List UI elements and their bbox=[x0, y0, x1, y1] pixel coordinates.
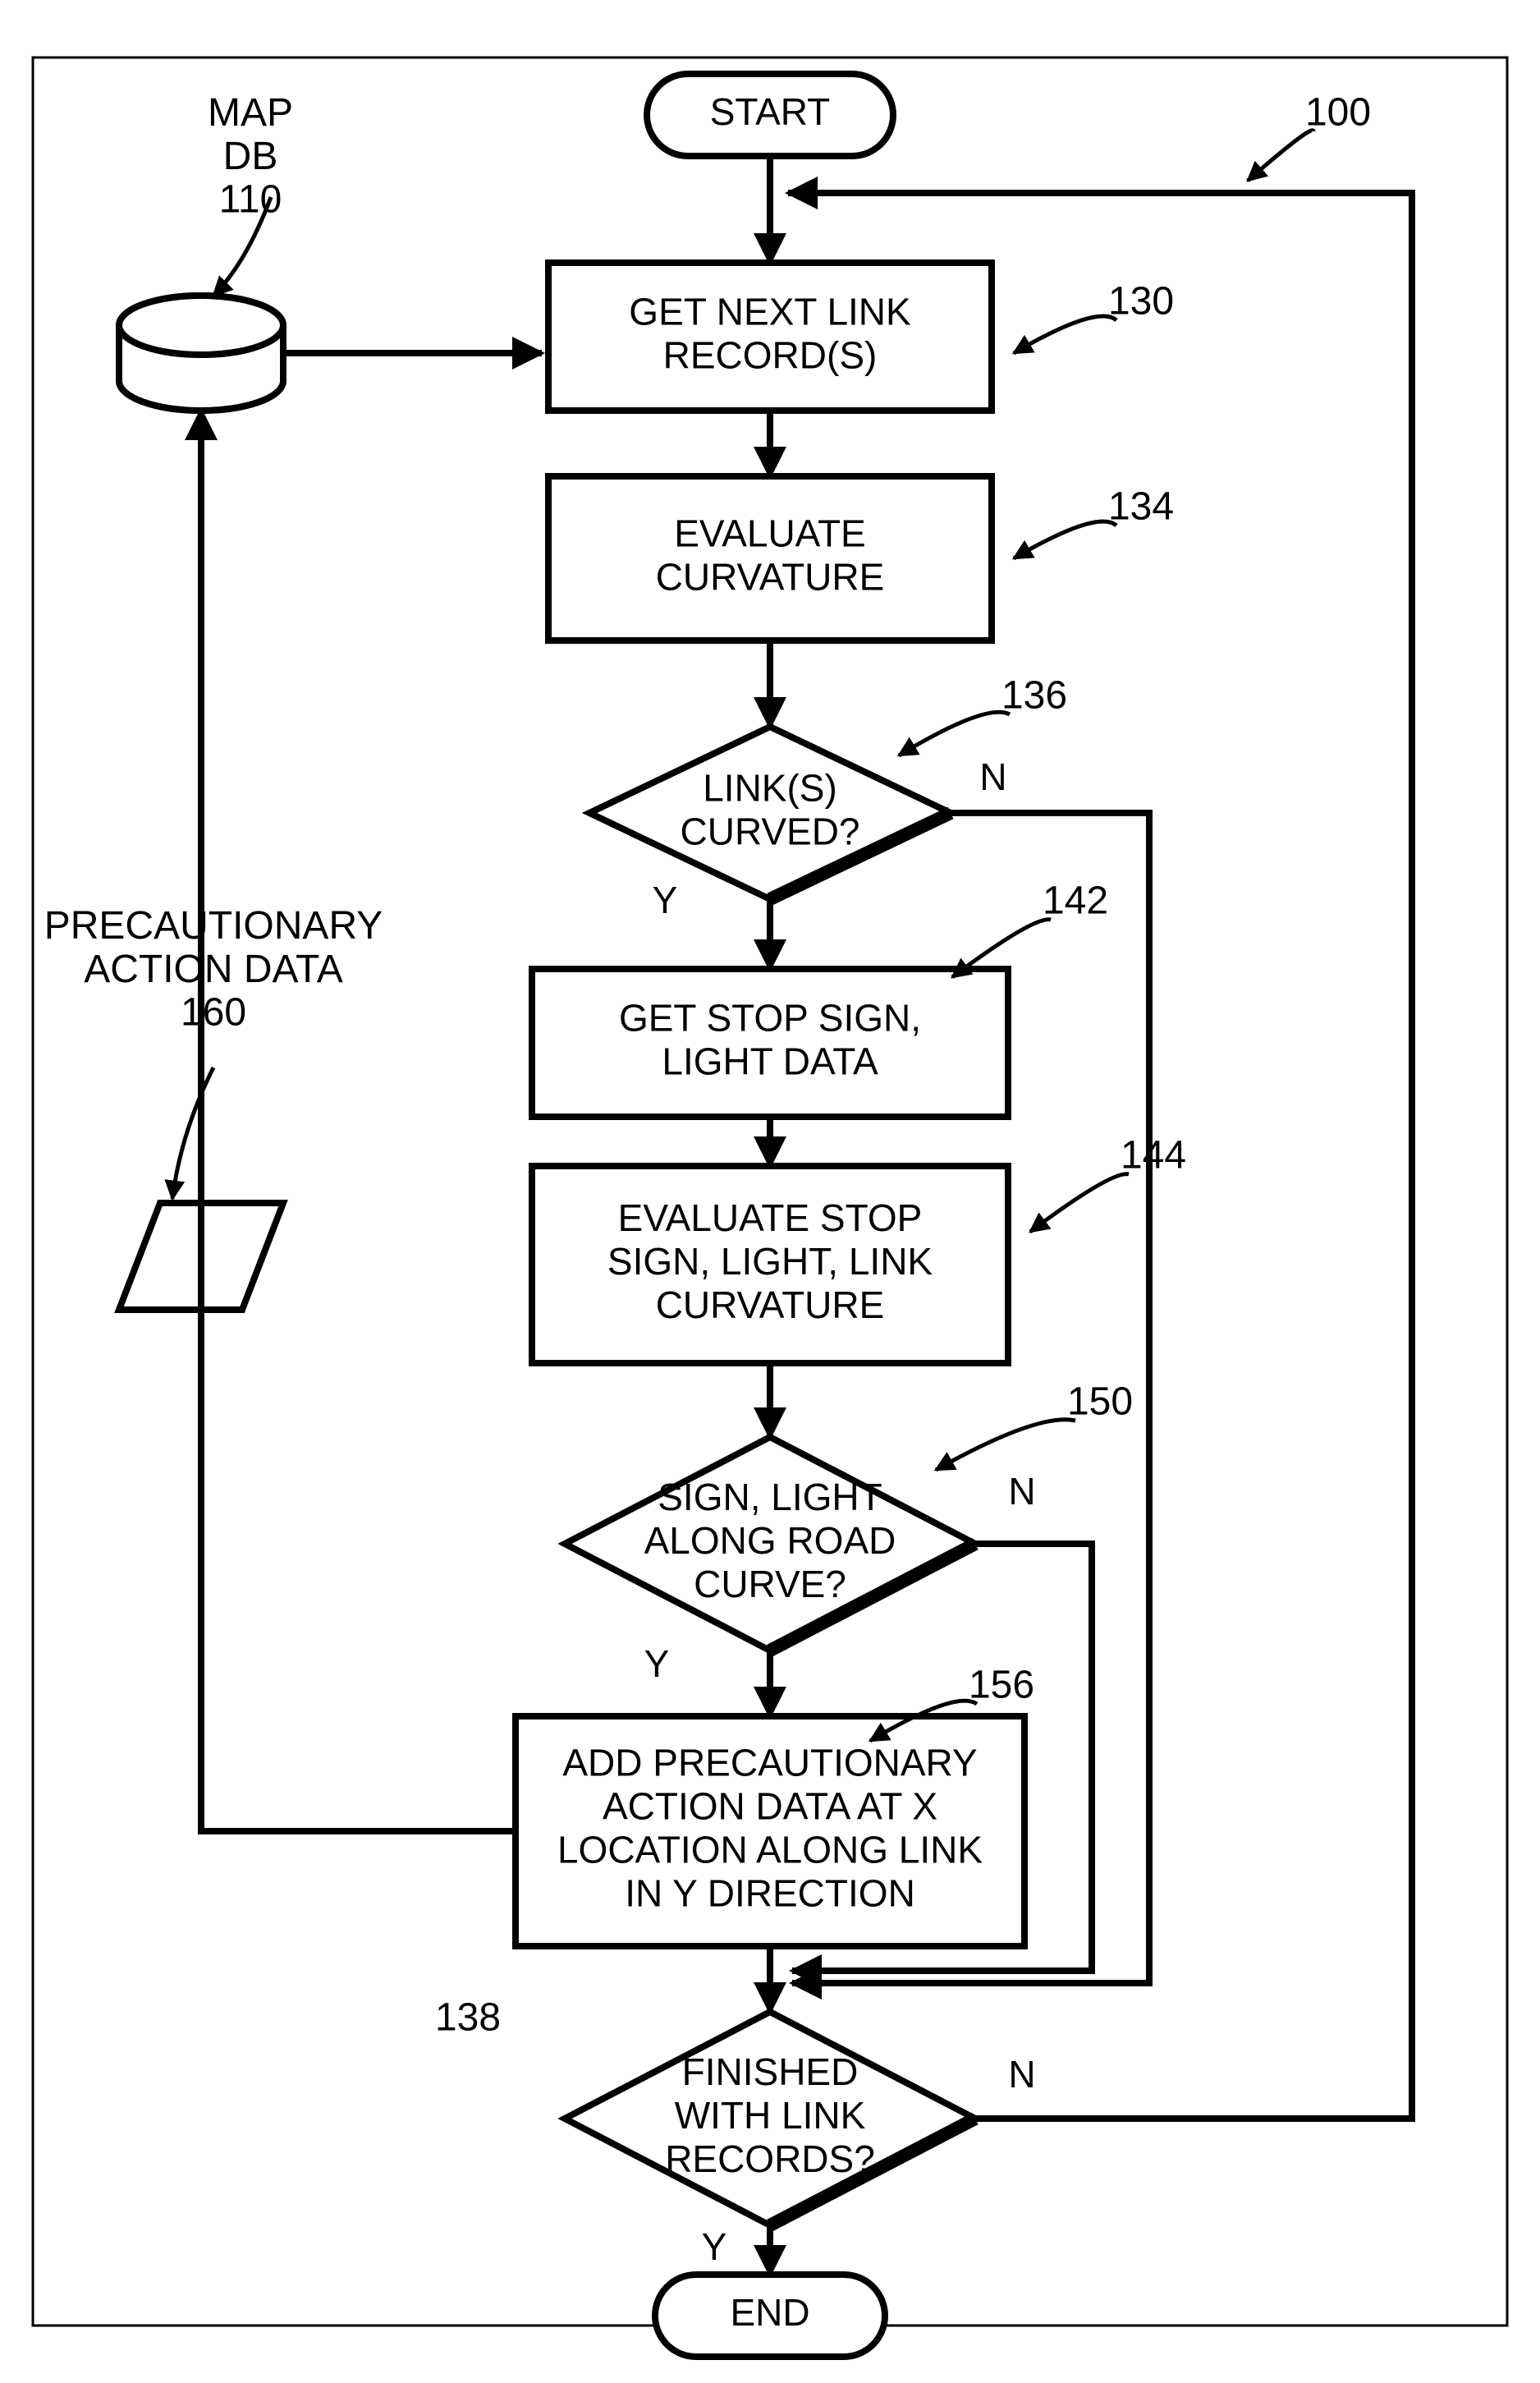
yn-3: Y bbox=[644, 1642, 670, 1685]
yn-4: N bbox=[1008, 2053, 1035, 2096]
ref-136: 136 bbox=[1001, 674, 1067, 718]
ref-144: 144 bbox=[1121, 1134, 1186, 1178]
ref-156: 156 bbox=[969, 1664, 1034, 1707]
ref-134: 134 bbox=[1108, 485, 1174, 529]
yn-0: N bbox=[979, 755, 1006, 798]
yn-1: Y bbox=[653, 879, 678, 921]
svg-text:START: START bbox=[710, 90, 831, 133]
svg-text:END: END bbox=[730, 2291, 809, 2334]
ref-138: 138 bbox=[435, 1996, 501, 2040]
svg-text:LINK(S)CURVED?: LINK(S)CURVED? bbox=[681, 767, 860, 853]
svg-text:EVALUATE STOPSIGN, LIGHT, LINK: EVALUATE STOPSIGN, LIGHT, LINKCURVATURE bbox=[607, 1196, 933, 1326]
yn-5: Y bbox=[702, 2225, 727, 2268]
svg-text:EVALUATECURVATURE: EVALUATECURVATURE bbox=[656, 512, 885, 599]
ref-100: 100 bbox=[1305, 91, 1371, 135]
ref-150: 150 bbox=[1067, 1380, 1133, 1424]
svg-text:FINISHEDWITH LINKRECORDS?: FINISHEDWITH LINKRECORDS? bbox=[665, 2050, 875, 2180]
ref-130: 130 bbox=[1108, 280, 1174, 324]
ref-142: 142 bbox=[1043, 879, 1108, 923]
yn-2: N bbox=[1008, 1470, 1035, 1513]
svg-text:GET NEXT LINKRECORD(S): GET NEXT LINKRECORD(S) bbox=[629, 291, 911, 377]
svg-text:GET STOP SIGN,LIGHT DATA: GET STOP SIGN,LIGHT DATA bbox=[619, 997, 921, 1083]
